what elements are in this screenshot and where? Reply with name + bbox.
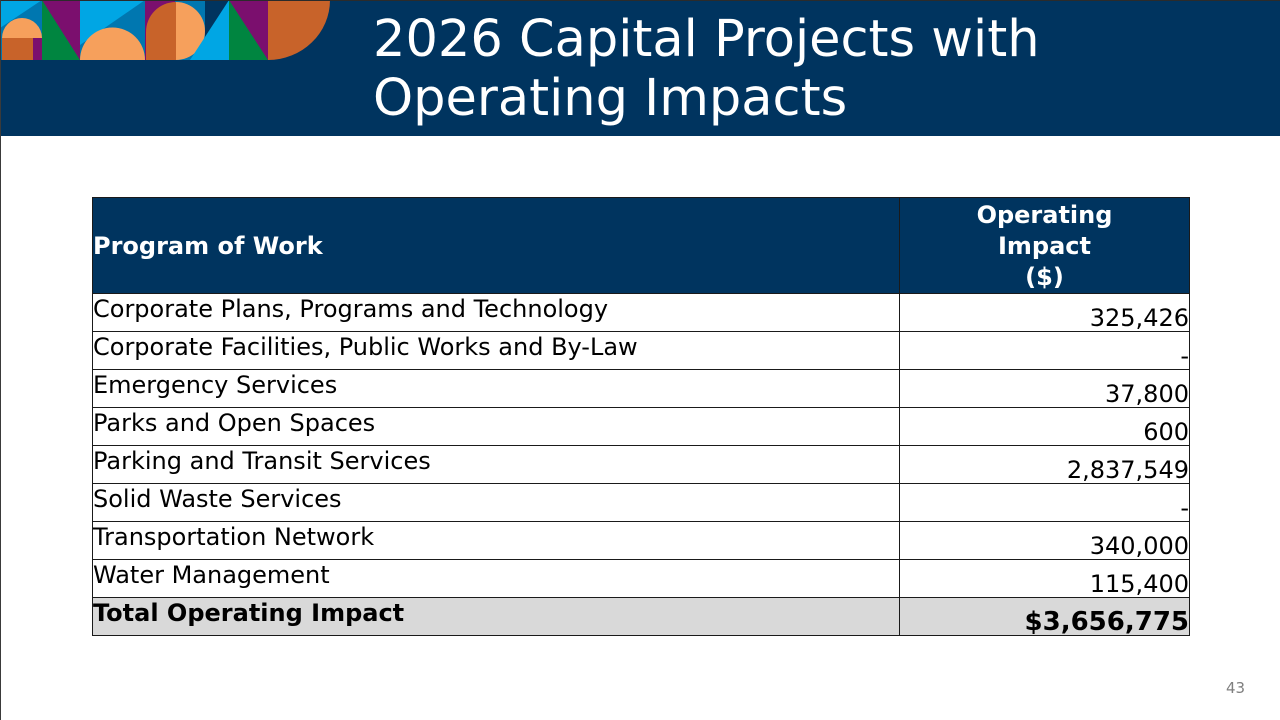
slide-top-border xyxy=(0,0,1280,1)
deco-tile-1-triangle xyxy=(0,0,42,28)
deco-tile-3-half-circle xyxy=(80,27,145,60)
slide-title-line-2: Operating Impacts xyxy=(373,69,848,128)
total-row: Total Operating Impact $3,656,775 xyxy=(92,597,1190,636)
operating-impact-cell: 2,837,549 xyxy=(899,445,1190,484)
program-cell: Solid Waste Services xyxy=(92,483,900,522)
table-row: Parks and Open Spaces 600 xyxy=(92,407,1190,446)
column-header-operating-impact-line-1: Operating xyxy=(976,201,1113,229)
column-header-program-of-work: Program of Work xyxy=(92,197,900,294)
deco-tile-4-left-half xyxy=(146,2,176,60)
deco-tile-1-half-circle-top xyxy=(2,18,42,38)
deco-tile-7-quarter-circle xyxy=(268,0,330,60)
program-cell: Corporate Plans, Programs and Technology xyxy=(92,293,900,332)
operating-impact-cell: - xyxy=(899,483,1190,522)
slide-title-line-1: 2026 Capital Projects with xyxy=(373,10,1040,69)
program-cell: Parks and Open Spaces xyxy=(92,407,900,446)
deco-tile-5-triangle xyxy=(190,0,229,60)
column-header-operating-impact-line-3: ($) xyxy=(1025,263,1064,291)
header-band: 2026 Capital Projects with Operating Imp… xyxy=(0,0,1280,136)
page-number: 43 xyxy=(1226,679,1246,697)
deco-tile-6-triangle xyxy=(229,0,268,60)
deco-tile-2-triangle xyxy=(42,0,80,60)
deco-tile-1-strip xyxy=(33,38,42,60)
program-cell: Water Management xyxy=(92,559,900,598)
table-row: Corporate Facilities, Public Works and B… xyxy=(92,331,1190,370)
deco-tile-1-half-circle-bottom xyxy=(2,38,42,60)
table-row: Water Management 115,400 xyxy=(92,559,1190,598)
total-value-cell: $3,656,775 xyxy=(899,597,1190,636)
operating-impact-cell: 115,400 xyxy=(899,559,1190,598)
operating-impact-cell: 340,000 xyxy=(899,521,1190,560)
column-header-operating-impact: Operating Impact ($) xyxy=(899,197,1190,294)
operating-impact-cell: - xyxy=(899,331,1190,370)
program-cell: Corporate Facilities, Public Works and B… xyxy=(92,331,900,370)
total-label-cell: Total Operating Impact xyxy=(92,597,900,636)
operating-impact-cell: 37,800 xyxy=(899,369,1190,408)
slide-left-border xyxy=(0,0,1,720)
table-row: Corporate Plans, Programs and Technology… xyxy=(92,293,1190,332)
table-row: Transportation Network 340,000 xyxy=(92,521,1190,560)
slide-title: 2026 Capital Projects with Operating Imp… xyxy=(373,10,1233,128)
column-header-operating-impact-line-2: Impact xyxy=(997,232,1091,260)
deco-tile-4-right-half xyxy=(176,2,205,60)
operating-impact-cell: 600 xyxy=(899,407,1190,446)
program-cell: Transportation Network xyxy=(92,521,900,560)
table-row: Parking and Transit Services 2,837,549 xyxy=(92,445,1190,484)
table-row: Solid Waste Services - xyxy=(92,483,1190,522)
operating-impact-table: Program of Work Operating Impact ($) Cor… xyxy=(92,197,1190,636)
operating-impact-cell: 325,426 xyxy=(899,293,1190,332)
table-header-row: Program of Work Operating Impact ($) xyxy=(92,197,1190,294)
program-cell: Emergency Services xyxy=(92,369,900,408)
decorative-geometric-banner xyxy=(0,0,330,60)
program-cell: Parking and Transit Services xyxy=(92,445,900,484)
table-row: Emergency Services 37,800 xyxy=(92,369,1190,408)
